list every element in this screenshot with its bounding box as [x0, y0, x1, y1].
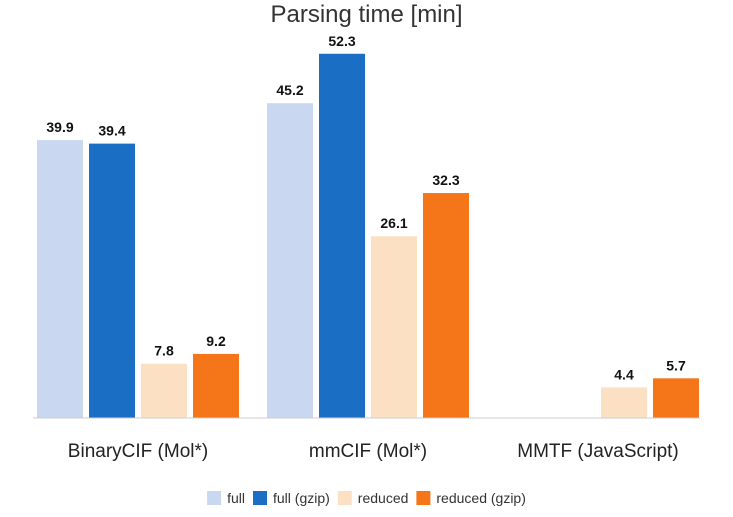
legend-swatch-1: [253, 491, 268, 505]
legend: full full (gzip) reduced reduced (gzip): [207, 490, 526, 506]
legend-label-1: full (gzip): [273, 490, 330, 506]
category-labels-group: BinaryCIF (Mol*) mmCIF (Mol*) MMTF (JavaSc…: [68, 441, 679, 462]
value-label-1-3: 32.3: [432, 172, 459, 188]
bar-1-1: [319, 53, 365, 419]
legend-item-0: full: [207, 490, 245, 506]
bar-0-3: [193, 353, 239, 418]
category-label-0: BinaryCIF (Mol*): [68, 441, 208, 462]
legend-label-2: reduced: [358, 490, 409, 506]
value-label-0-1: 39.4: [98, 123, 125, 139]
value-label-0-3: 9.2: [206, 333, 226, 349]
bar-2-3: [653, 378, 699, 418]
legend-swatch-2: [337, 491, 352, 505]
bar-2-2: [601, 387, 647, 418]
legend-swatch-0: [207, 491, 222, 505]
legend-label-3: reduced (gzip): [436, 490, 526, 506]
legend-label-0: full: [227, 490, 245, 506]
category-label-1: mmCIF (Mol*): [309, 441, 427, 462]
chart-title: Parsing time [min]: [270, 1, 462, 28]
value-label-1-2: 26.1: [380, 215, 407, 231]
bar-0-1: [89, 143, 135, 418]
bar-0-0: [37, 140, 83, 418]
legend-item-2: reduced: [337, 490, 409, 506]
legend-item-3: reduced (gzip): [416, 490, 526, 506]
legend-item-1: full (gzip): [253, 490, 330, 506]
value-label-1-1: 52.3: [328, 33, 355, 49]
value-labels-group: 39.9 39.4 7.8 9.2 45.2 52.3 26.1 32.3 4.4 5.7: [46, 33, 686, 383]
value-label-0-2: 7.8: [154, 343, 174, 359]
value-label-2-3: 5.7: [666, 357, 686, 373]
category-label-2: MMTF (JavaScript): [517, 441, 679, 462]
legend-swatch-3: [416, 491, 431, 505]
bars-group: [37, 53, 699, 419]
bar-0-2: [141, 363, 187, 418]
value-label-1-0: 45.2: [276, 82, 303, 98]
value-label-2-2: 4.4: [614, 366, 634, 382]
bar-1-0: [267, 103, 313, 418]
value-label-0-0: 39.9: [46, 119, 73, 135]
bar-1-3: [423, 193, 469, 418]
bar-1-2: [371, 236, 417, 418]
